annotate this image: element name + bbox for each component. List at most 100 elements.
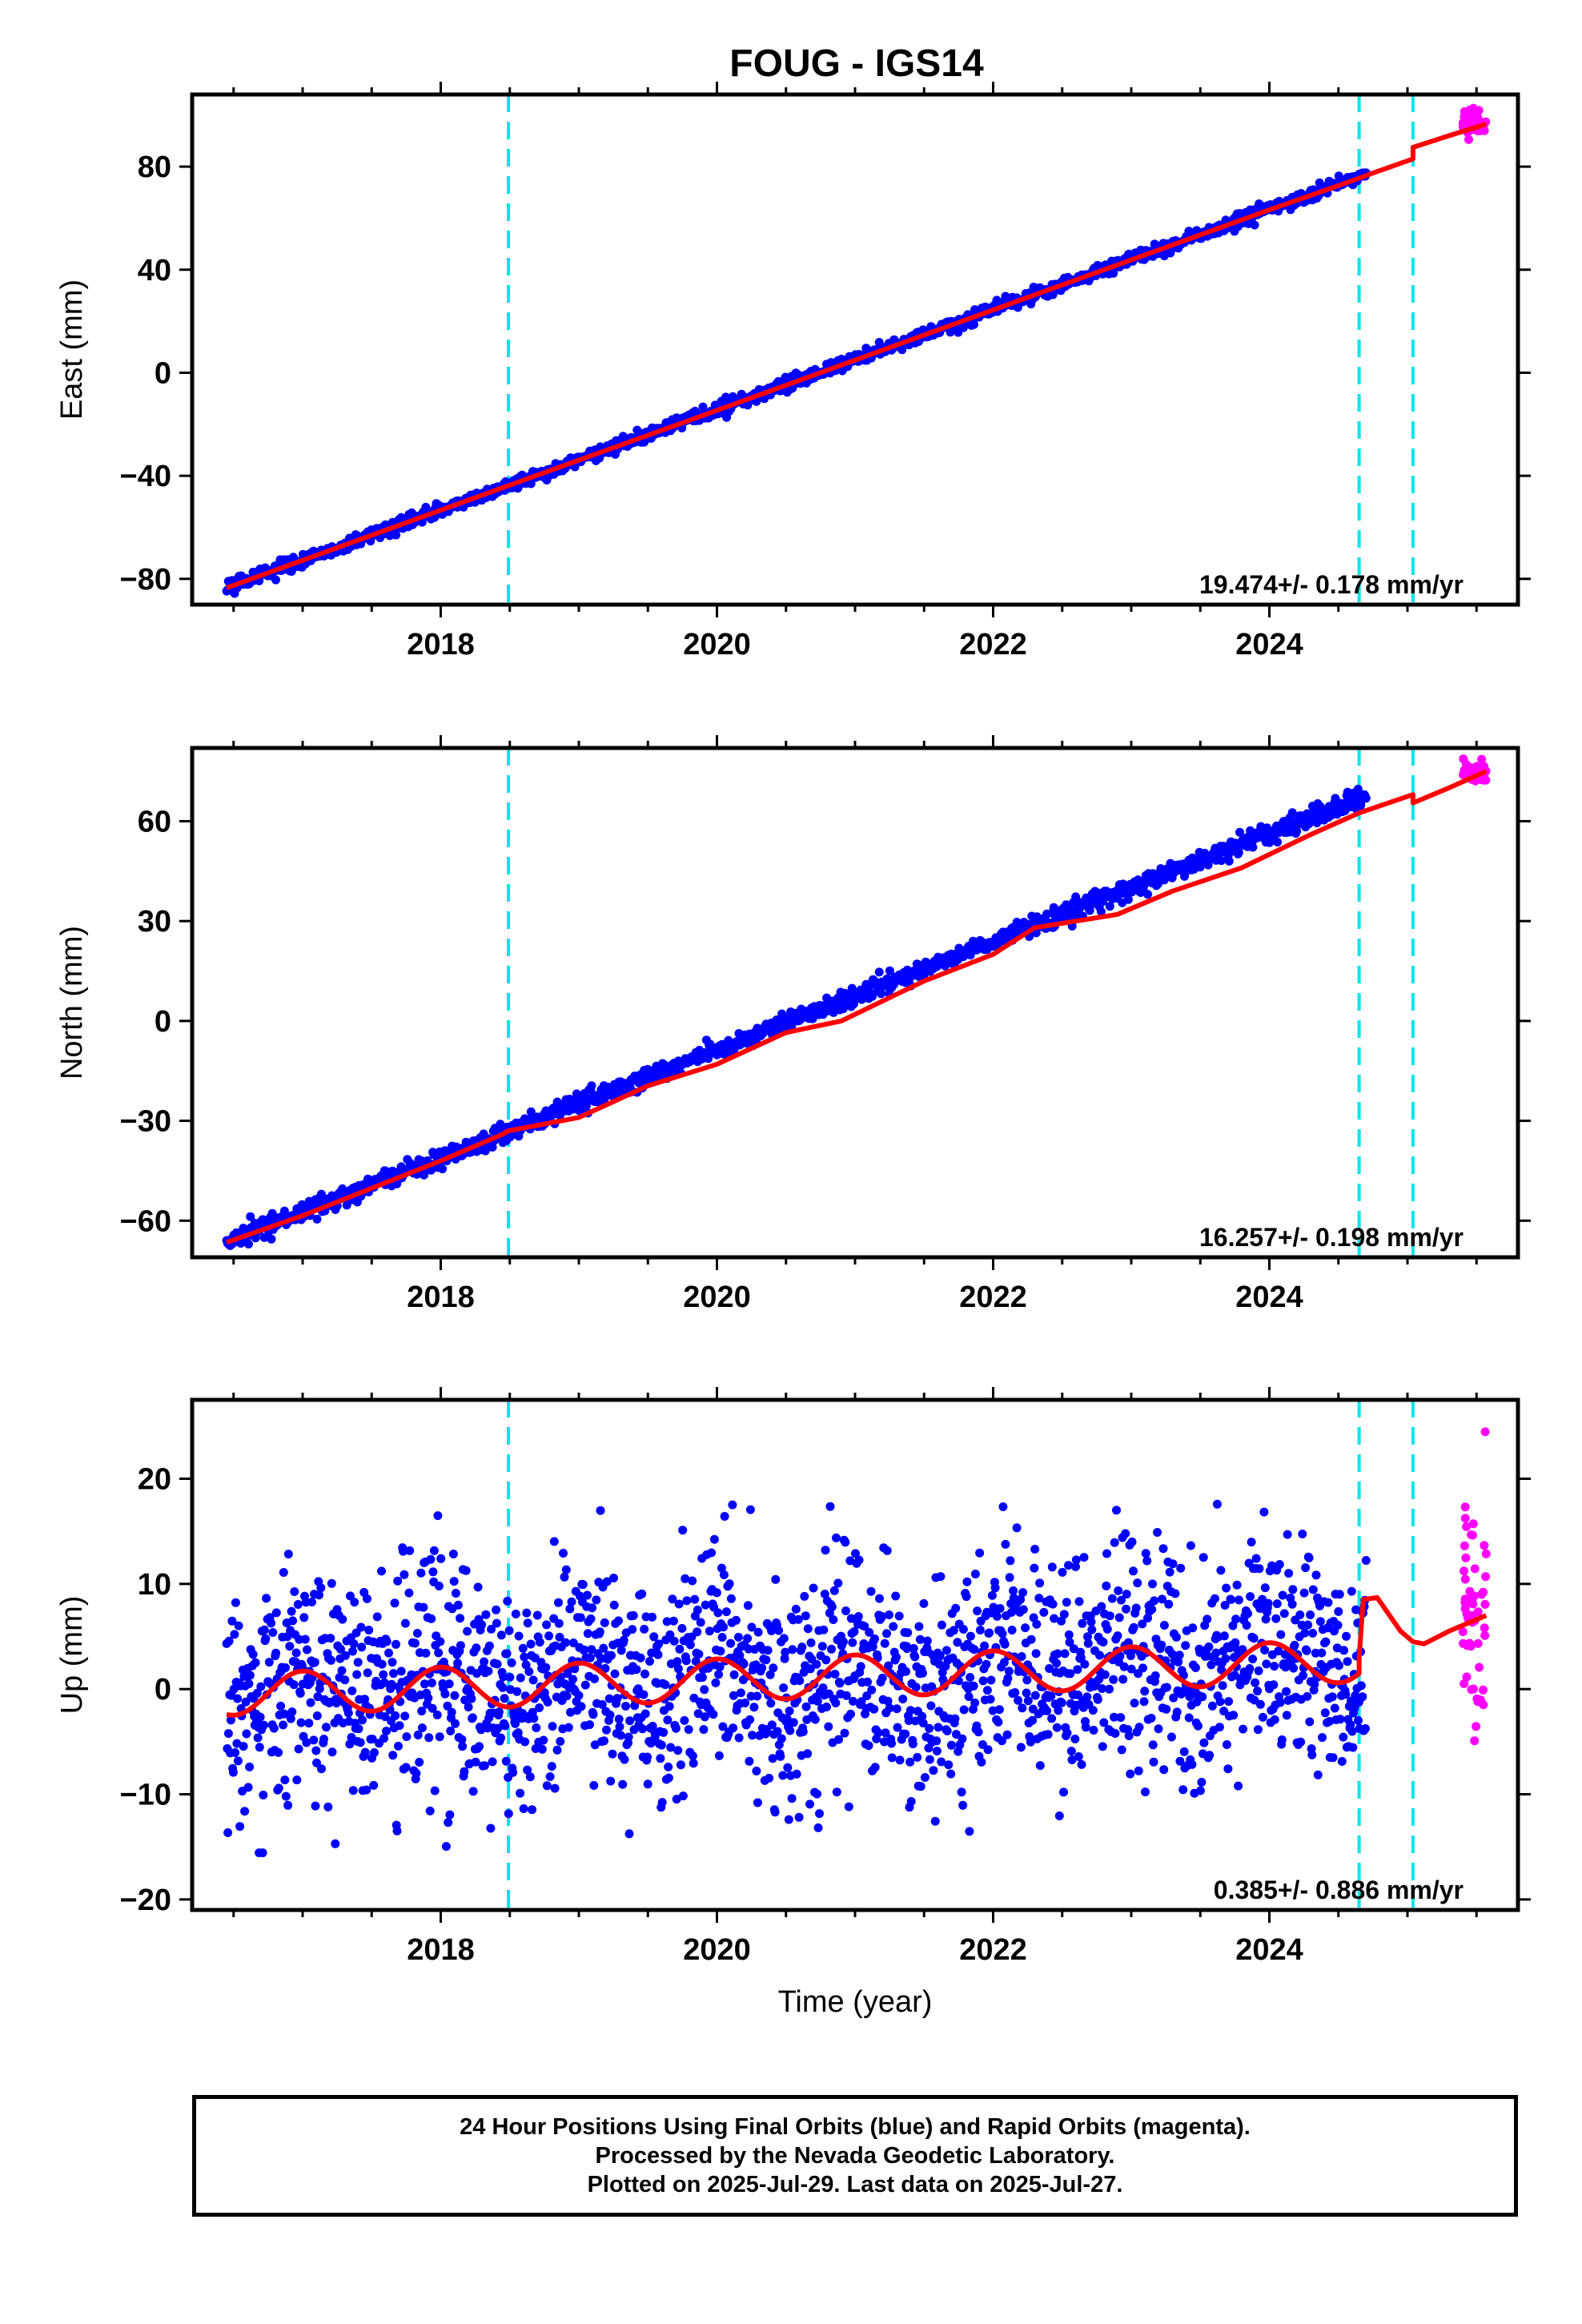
final-orbit-point <box>1153 1528 1162 1537</box>
final-orbit-point <box>1052 1723 1062 1732</box>
final-orbit-point <box>1121 1529 1130 1538</box>
final-orbit-point <box>476 1725 486 1735</box>
final-orbit-point <box>982 1686 992 1695</box>
final-orbit-point <box>1231 1614 1241 1624</box>
final-orbit-point <box>671 1723 681 1733</box>
rapid-orbit-point <box>1460 1574 1470 1584</box>
final-orbit-point <box>767 1720 777 1730</box>
rapid-orbit-point <box>1480 1427 1490 1437</box>
final-orbit-point <box>1026 1634 1036 1644</box>
final-orbit-point <box>472 1643 481 1653</box>
final-orbit-point <box>564 1723 573 1732</box>
final-orbit-point <box>640 1669 649 1679</box>
final-orbit-point <box>507 1658 516 1667</box>
final-orbit-point <box>505 1672 515 1682</box>
final-orbit-point <box>942 1727 952 1735</box>
final-orbit-point <box>295 1689 305 1698</box>
final-orbit-point <box>1166 1732 1176 1742</box>
final-orbit-point <box>267 1234 276 1244</box>
final-orbit-point <box>849 1696 857 1706</box>
final-orbit-point <box>735 1651 745 1660</box>
final-orbit-point <box>1110 1729 1120 1738</box>
final-orbit-point <box>934 1723 943 1732</box>
final-orbit-point <box>1199 1738 1209 1747</box>
final-orbit-point <box>1130 1699 1139 1708</box>
final-orbit-point <box>1311 1570 1321 1580</box>
final-orbit-point <box>1099 1718 1109 1727</box>
final-orbit-point <box>1098 1684 1106 1693</box>
final-orbit-point <box>1074 1597 1084 1606</box>
final-orbit-point <box>950 1714 960 1723</box>
final-orbit-point <box>681 1574 690 1583</box>
rapid-orbit-point <box>1460 1604 1470 1614</box>
final-orbit-point <box>426 1554 436 1564</box>
final-orbit-point <box>801 1702 811 1711</box>
final-orbit-point <box>1181 1641 1191 1651</box>
final-orbit-point <box>1139 1697 1149 1707</box>
final-orbit-point <box>1315 1617 1325 1626</box>
final-orbit-point <box>680 1715 689 1725</box>
final-orbit-point <box>1097 1602 1106 1611</box>
final-orbit-point <box>1207 1660 1216 1670</box>
final-orbit-point <box>488 1757 497 1767</box>
final-orbit-point <box>1304 1553 1314 1562</box>
final-orbit-point <box>1141 1787 1150 1797</box>
final-orbit-point <box>1254 1666 1263 1675</box>
final-orbit-point <box>235 1822 245 1831</box>
final-orbit-point <box>1283 1530 1292 1539</box>
final-orbit-point <box>913 1752 922 1762</box>
final-orbit-point <box>292 1775 302 1785</box>
final-orbit-point <box>643 1752 652 1762</box>
final-orbit-point <box>729 1723 738 1733</box>
final-orbit-point <box>306 1698 315 1707</box>
final-orbit-point <box>348 1786 358 1795</box>
final-orbit-point <box>445 1810 455 1819</box>
final-orbit-point <box>548 1722 557 1731</box>
final-orbit-point <box>869 1704 879 1714</box>
final-orbit-point <box>523 1765 532 1775</box>
final-orbit-point <box>405 1546 415 1555</box>
final-orbit-point <box>831 1699 841 1707</box>
final-orbit-point <box>588 1603 596 1613</box>
final-orbit-point <box>1030 1545 1040 1554</box>
final-orbit-point <box>543 1697 552 1707</box>
final-orbit-point <box>1021 1623 1030 1633</box>
final-orbit-point <box>1325 1717 1334 1726</box>
final-orbit-point <box>1062 1728 1072 1738</box>
final-orbit-point <box>1260 1646 1270 1655</box>
final-orbit-point <box>1342 1631 1351 1641</box>
final-orbit-point <box>1159 1765 1169 1775</box>
final-orbit-point <box>1007 1626 1017 1634</box>
final-orbit-point <box>355 1738 365 1747</box>
final-orbit-point <box>674 1599 684 1609</box>
final-orbit-point <box>317 1764 326 1774</box>
final-orbit-point <box>302 1738 311 1747</box>
final-orbit-point <box>279 1568 288 1577</box>
final-orbit-point <box>244 1679 254 1688</box>
final-orbit-point <box>958 1625 968 1634</box>
final-orbit-point <box>1030 1691 1040 1700</box>
final-orbit-point <box>714 1670 724 1679</box>
final-orbit-point <box>487 1624 496 1634</box>
final-orbit-point <box>1242 1621 1251 1630</box>
final-orbit-point <box>434 1582 444 1590</box>
final-orbit-point <box>379 1678 389 1687</box>
final-orbit-point <box>997 1736 1006 1746</box>
final-orbit-point <box>251 1658 260 1667</box>
final-orbit-point <box>1335 1590 1344 1599</box>
final-orbit-point <box>1088 1706 1098 1715</box>
final-orbit-point <box>663 1715 673 1725</box>
final-orbit-point <box>514 1631 524 1641</box>
final-orbit-point <box>1018 1703 1027 1713</box>
rapid-orbit-point <box>1468 1519 1478 1529</box>
final-orbit-point <box>447 1707 456 1717</box>
final-orbit-point <box>307 1598 316 1606</box>
final-orbit-point <box>973 1606 982 1616</box>
final-orbit-point <box>1157 1640 1166 1650</box>
final-orbit-point <box>1082 1692 1092 1702</box>
final-orbit-point <box>678 1791 688 1801</box>
final-orbit-point <box>583 1590 592 1600</box>
final-orbit-point <box>230 1630 239 1639</box>
final-orbit-point <box>785 1707 794 1715</box>
final-orbit-point <box>240 1807 250 1816</box>
